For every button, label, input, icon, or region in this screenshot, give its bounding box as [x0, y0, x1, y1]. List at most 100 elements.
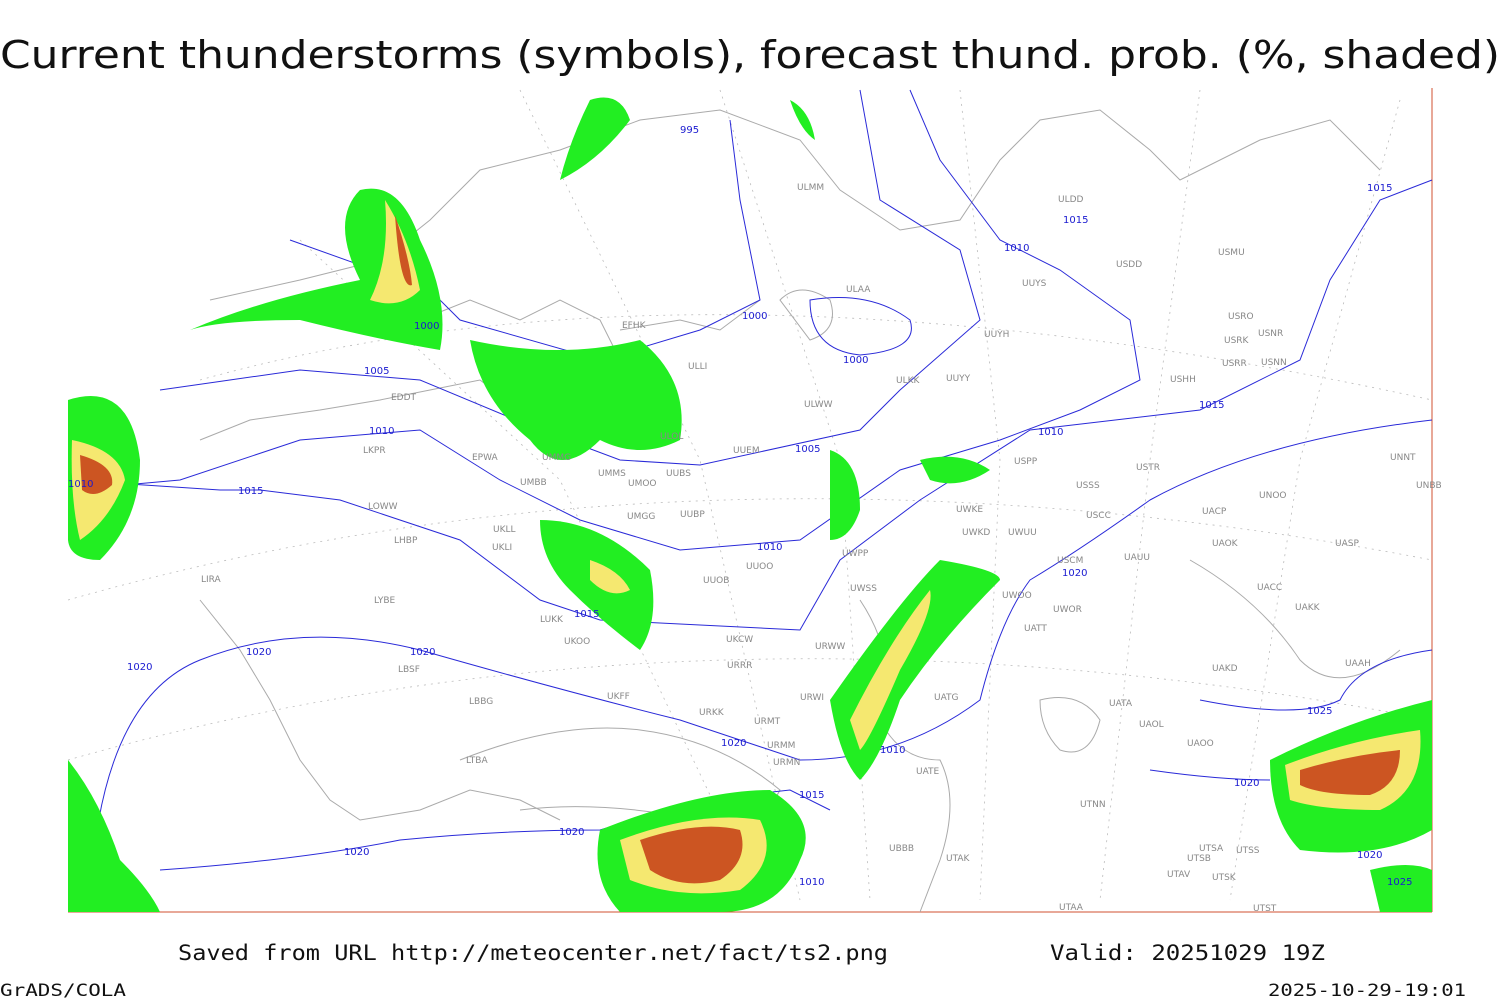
isobar-label: 1000 — [843, 355, 868, 366]
station-label: UUBP — [680, 510, 705, 520]
station-label: USRR — [1222, 359, 1247, 369]
station-label: EFHK — [622, 321, 647, 331]
station-label: UWUU — [1008, 528, 1037, 538]
station-label: USMU — [1218, 248, 1245, 258]
station-label: UTST — [1253, 904, 1277, 914]
station-label: USNN — [1261, 358, 1287, 368]
station-label: UASP — [1335, 539, 1359, 549]
isobars — [67, 89, 1433, 901]
station-label: ULKK — [896, 376, 921, 386]
isobar-label: 1000 — [414, 321, 439, 332]
isobar-label: 1000 — [742, 311, 767, 322]
isobar-label: 1010 — [68, 479, 93, 490]
station-label: UWOR — [1053, 605, 1082, 615]
station-label: UTNN — [1080, 800, 1106, 810]
station-label: UTSK — [1212, 873, 1237, 883]
station-label: UUBS — [666, 469, 691, 479]
station-label: ULWW — [804, 400, 833, 410]
station-label: UWPP — [842, 549, 869, 559]
station-label: EPWA — [472, 453, 499, 463]
station-label: LKPR — [363, 446, 386, 456]
station-label: UMOO — [628, 479, 657, 489]
isobar-label: 1010 — [1038, 427, 1063, 438]
station-label: LOWW — [368, 502, 398, 512]
station-label: UMBB — [520, 478, 547, 488]
station-label: UAOL — [1139, 720, 1164, 730]
title: Current thunderstorms (symbols), forecas… — [0, 33, 1500, 77]
thunderstorm-probability-shading — [68, 97, 1432, 912]
station-label: LUKK — [540, 615, 564, 625]
station-label: UWSS — [850, 584, 877, 594]
isobar-label: 1020 — [246, 647, 271, 658]
station-label: USRK — [1224, 336, 1250, 346]
station-label: UWKE — [956, 505, 983, 515]
station-label: UNOO — [1259, 491, 1287, 501]
station-label: LHBP — [394, 536, 418, 546]
station-label: LBSF — [398, 665, 420, 675]
station-label: ULDD — [1058, 195, 1084, 205]
isobar-label: 1025 — [1307, 706, 1332, 717]
isobar-label: 1020 — [721, 738, 746, 749]
station-label: UKCW — [726, 635, 753, 645]
isobar-label: 1020 — [127, 662, 152, 673]
map: ULDD USDD USMU ULAA UUYS USRO USRK USNR UUYH USRR… — [67, 88, 1442, 914]
software: GrADS/COLA — [0, 981, 126, 1000]
station-label: URKK — [699, 708, 725, 718]
station-label: UACP — [1202, 507, 1227, 517]
isobar-label: 1010 — [757, 542, 782, 553]
station-label: UAKD — [1212, 664, 1238, 674]
station-label: UKFF — [607, 692, 630, 702]
station-label: ULMM — [797, 183, 824, 193]
graticule — [67, 89, 1433, 901]
isobar-label: 995 — [680, 125, 699, 136]
station-label: USHH — [1170, 375, 1196, 385]
station-label: UUYY — [946, 374, 971, 384]
isobar-label: 1015 — [1367, 183, 1392, 194]
timestamp: 2025-10-29-19:01 — [1268, 981, 1466, 1000]
station-label: URMM — [767, 741, 795, 751]
isobar-label: 1015 — [1199, 400, 1224, 411]
station-label: LTBA — [466, 756, 488, 766]
station-labels: ULDD USDD USMU ULAA UUYS USRO USRK USNR UUYH USRR… — [201, 183, 1442, 914]
source-url: Saved from URL http://meteocenter.net/fa… — [178, 941, 888, 965]
station-label: ULOL — [660, 432, 683, 442]
station-label: LBBG — [469, 697, 493, 707]
station-label: URMT — [754, 717, 781, 727]
isobar-label: 1010 — [799, 877, 824, 888]
station-label: UACC — [1257, 583, 1282, 593]
isobar-labels: 995 1015 1015 1010 1000 1000 1000 1005 1005 1010 1… — [68, 125, 1412, 888]
station-label: LIRA — [201, 575, 222, 585]
station-label: UMGG — [627, 512, 655, 522]
station-label: UWOO — [1002, 591, 1032, 601]
station-label: ULLI — [688, 362, 707, 372]
station-label: ULAA — [846, 285, 871, 295]
station-label: EDDT — [391, 393, 417, 403]
station-label: UTSB — [1187, 854, 1211, 864]
station-label: UWKD — [962, 528, 990, 538]
station-label: UKOO — [564, 637, 590, 647]
station-label: USTR — [1136, 463, 1160, 473]
station-label: UATT — [1024, 624, 1047, 634]
isobar-label: 1010 — [369, 426, 394, 437]
isobar-label: 1015 — [799, 790, 824, 801]
isobar-label: 1010 — [880, 745, 905, 756]
station-label: UUOB — [703, 576, 729, 586]
station-label: URWW — [815, 642, 845, 652]
isobar-label: 1020 — [559, 827, 584, 838]
station-label: UNNT — [1390, 453, 1416, 463]
station-label: UTAA — [1059, 903, 1084, 913]
isobar-label: 1020 — [1357, 850, 1382, 861]
station-label: USRO — [1228, 312, 1254, 322]
valid-time: Valid: 20251029 19Z — [1050, 941, 1325, 965]
station-label: URWI — [800, 693, 824, 703]
station-label: UMMG — [542, 453, 571, 463]
station-label: UUOO — [746, 562, 773, 572]
station-label: USPP — [1014, 457, 1038, 467]
station-label: UUYS — [1022, 279, 1047, 289]
isobar-label: 1020 — [1234, 778, 1259, 789]
station-label: UATA — [1109, 699, 1133, 709]
isobar-label: 1015 — [238, 486, 263, 497]
station-label: USNR — [1258, 329, 1283, 339]
station-label: UAOO — [1187, 739, 1214, 749]
station-label: UAKK — [1295, 603, 1321, 613]
